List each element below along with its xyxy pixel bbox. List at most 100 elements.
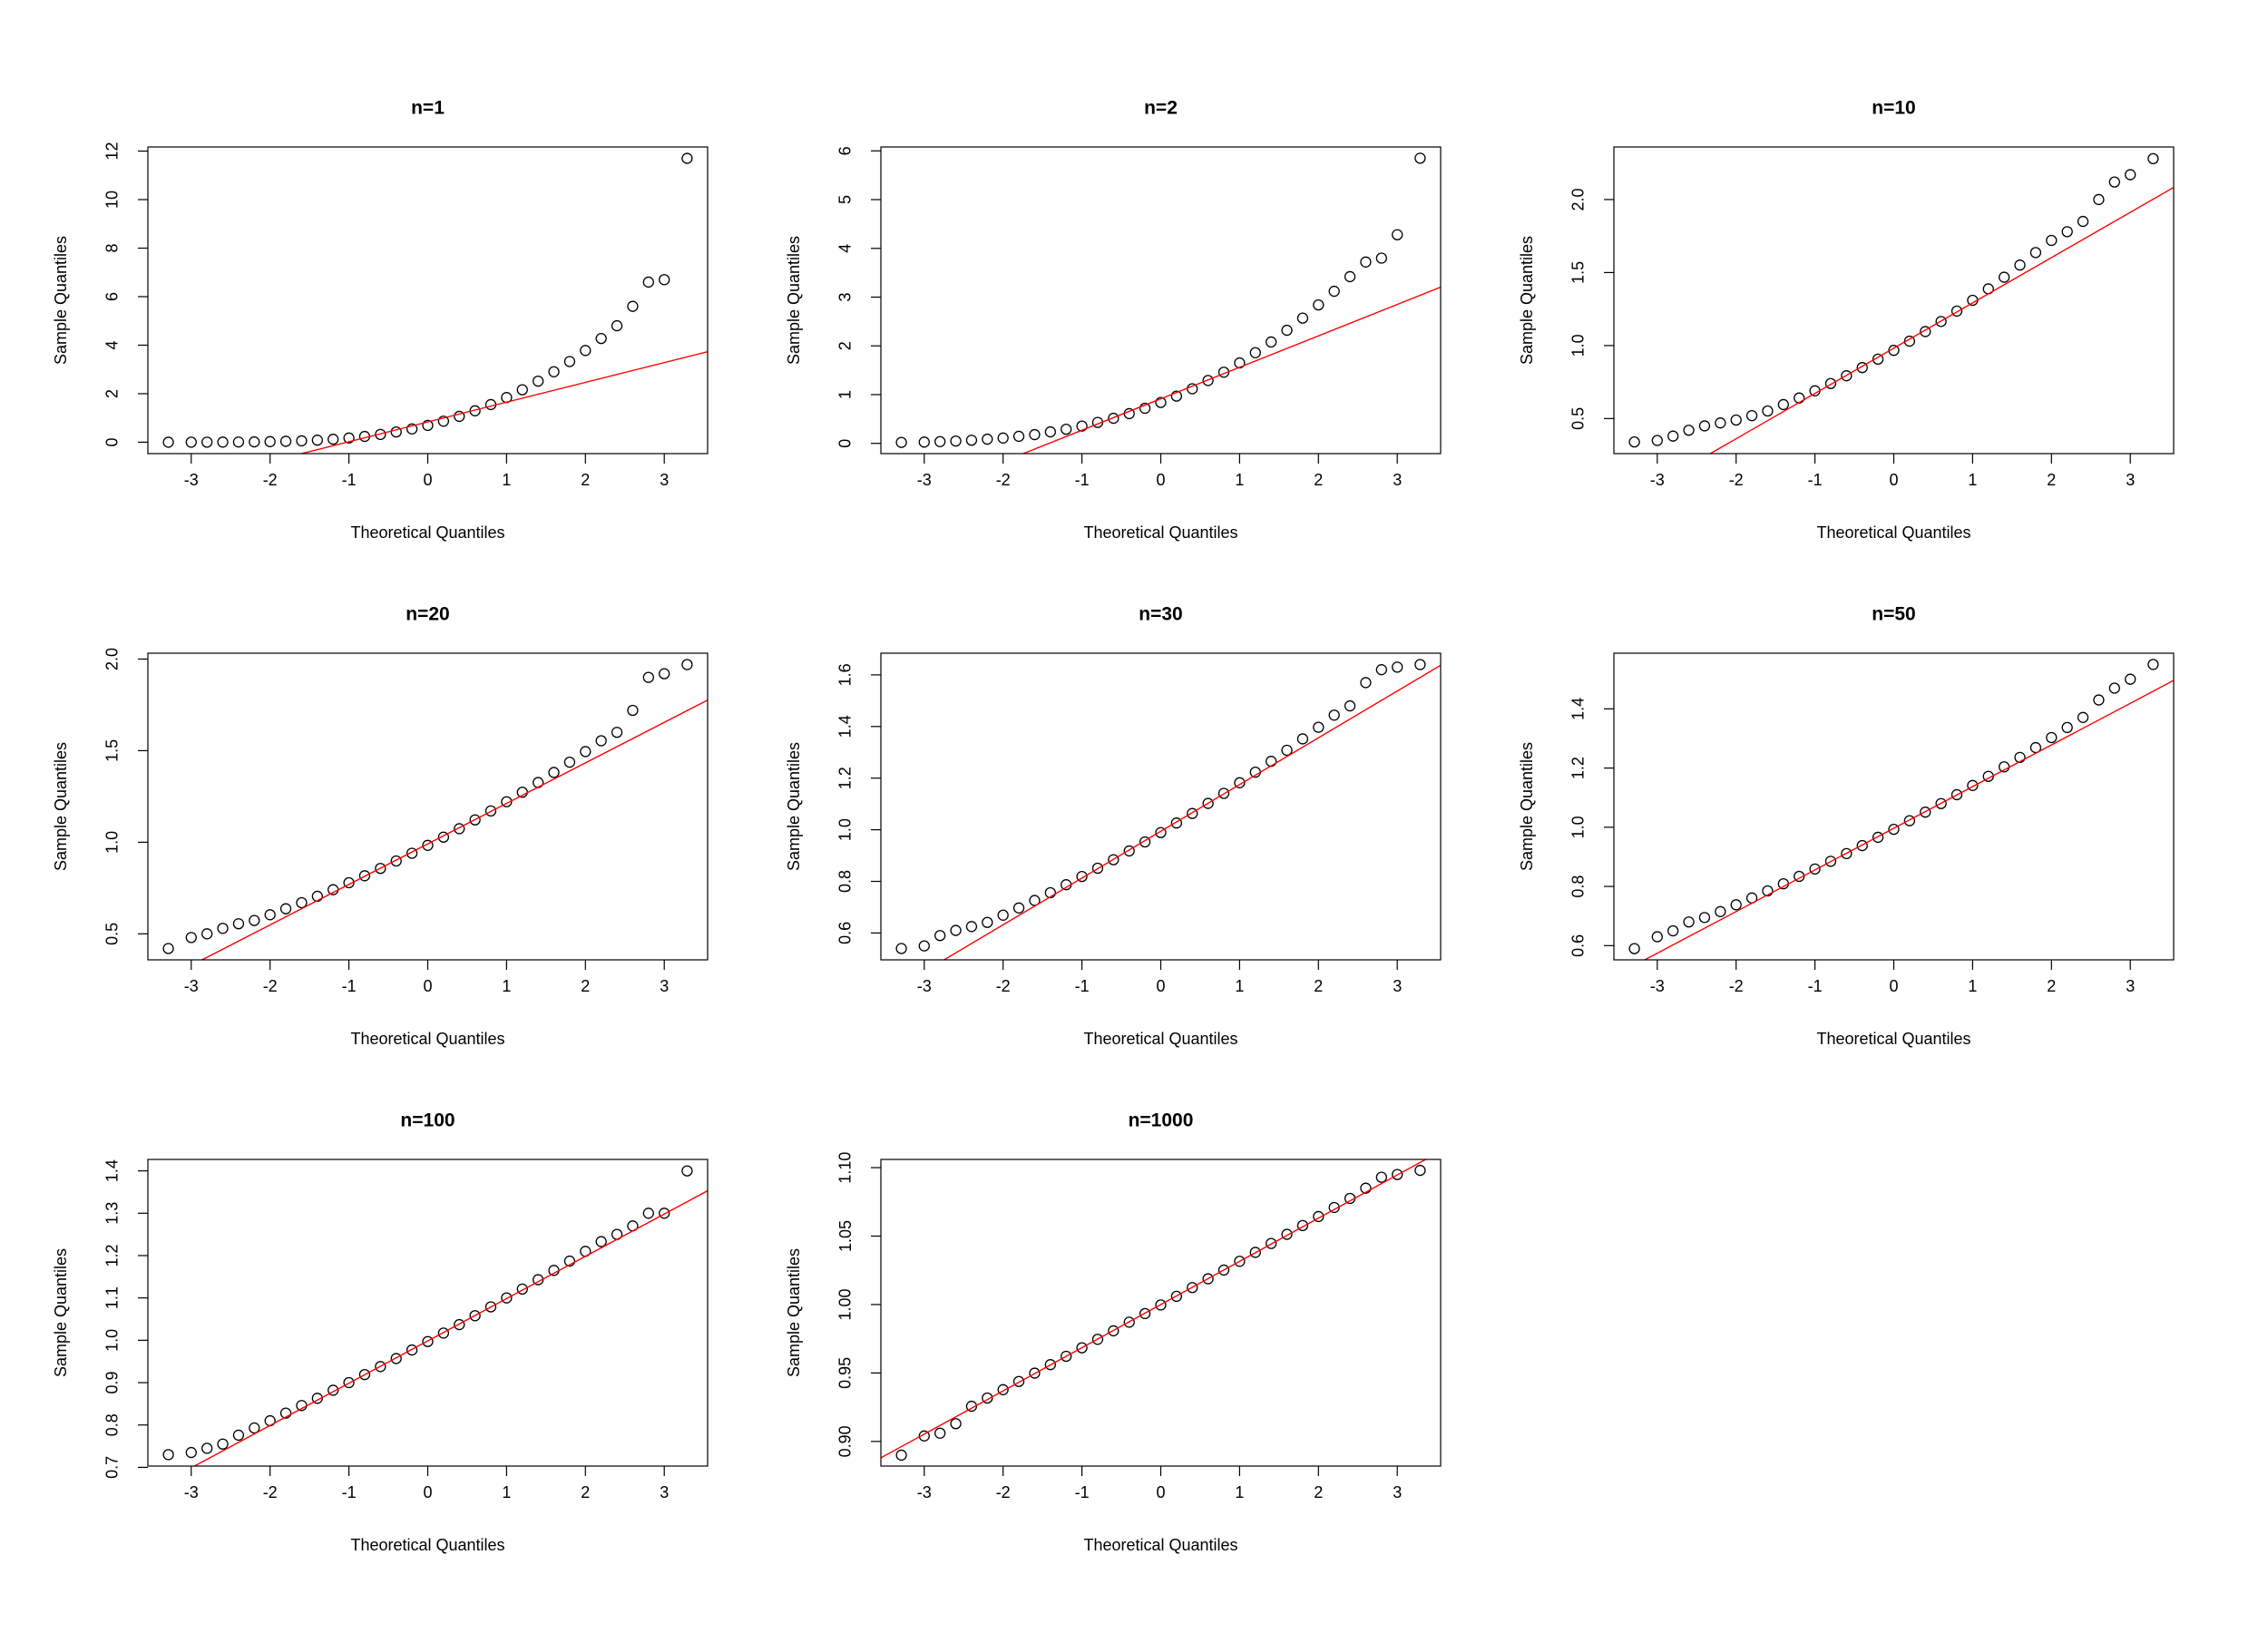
y-tick-label: 2.0	[1569, 188, 1588, 210]
point	[1903, 335, 1916, 347]
point	[1872, 353, 1884, 366]
x-tick-label: 0	[423, 471, 432, 489]
point	[469, 1310, 481, 1322]
point	[659, 1208, 670, 1219]
x-axis-label: Theoretical Quantiles	[1816, 523, 1970, 542]
x-tick-label: 1	[1235, 977, 1244, 995]
x-tick-label: -1	[1808, 977, 1823, 995]
point	[1903, 815, 1916, 826]
point	[1950, 305, 1963, 318]
x-tick-label: 2	[581, 977, 590, 995]
point	[1313, 298, 1325, 311]
point	[934, 1427, 946, 1439]
point	[1249, 1247, 1261, 1258]
panel-title: n=1	[411, 98, 445, 119]
y-tick-label: 12	[103, 142, 122, 161]
y-tick-label: 1.4	[1569, 698, 1588, 720]
y-axis-label: Sample Quantiles	[52, 742, 70, 871]
point	[1249, 347, 1261, 358]
y-tick-label: 1.05	[836, 1220, 855, 1252]
point	[454, 823, 465, 835]
y-tick-label: 1.5	[103, 739, 122, 762]
point	[1667, 430, 1679, 442]
point	[296, 435, 308, 447]
x-tick-label: 3	[1393, 1483, 1402, 1501]
point	[327, 434, 339, 445]
panel-title: n=2	[1144, 98, 1178, 119]
point	[1999, 271, 2010, 283]
point	[950, 435, 962, 447]
x-tick-label: 2	[1314, 1483, 1323, 1501]
y-tick-label: 1.5	[1569, 261, 1588, 284]
panel-title: n=20	[406, 604, 449, 625]
y-tick-label: 0.9	[103, 1372, 122, 1394]
point	[327, 1384, 339, 1396]
point	[918, 1430, 930, 1442]
point	[1108, 854, 1119, 865]
plot-frame	[1613, 146, 2175, 455]
x-tick-label: -3	[1650, 471, 1665, 489]
point	[390, 425, 402, 438]
point	[1281, 324, 1293, 337]
point	[1628, 435, 1640, 448]
point	[563, 356, 576, 367]
reference-line	[1643, 680, 2174, 960]
point	[548, 767, 560, 778]
point	[2125, 673, 2136, 685]
point	[469, 814, 481, 826]
y-tick-label: 3	[836, 292, 855, 301]
point	[2147, 152, 2159, 165]
point	[1888, 823, 1900, 836]
point	[642, 1208, 654, 1219]
point	[264, 909, 276, 921]
point	[611, 319, 623, 332]
point	[2125, 169, 2136, 181]
point	[311, 890, 323, 903]
y-tick-label: 1.2	[103, 1244, 122, 1266]
point	[1683, 916, 1695, 928]
plot-frame	[147, 146, 709, 455]
x-tick-label: 3	[660, 1483, 669, 1501]
point	[1392, 661, 1403, 673]
qq-panel: n=30 Theoretical Quantiles Sample Quantile…	[785, 604, 1442, 1048]
point	[2108, 176, 2120, 188]
x-tick-label: -3	[917, 471, 932, 489]
point	[1328, 285, 1340, 298]
x-tick-label: 0	[423, 1483, 432, 1501]
x-tick-label: 0	[1889, 977, 1898, 995]
x-tick-label: -3	[184, 977, 199, 995]
point	[1170, 390, 1183, 402]
panel-title: n=10	[1872, 98, 1915, 119]
point	[249, 435, 260, 448]
x-axis-label: Theoretical Quantiles	[1816, 1030, 1970, 1048]
reference-line	[881, 1159, 1427, 1459]
x-tick-label: -1	[342, 1483, 357, 1501]
point	[1698, 420, 1711, 432]
point	[548, 366, 560, 377]
point	[1296, 312, 1309, 324]
point	[997, 909, 1009, 921]
point	[1809, 863, 1821, 875]
x-tick-label: -1	[1075, 471, 1090, 489]
point	[375, 1361, 386, 1373]
y-tick-label: 2.0	[103, 648, 122, 670]
point	[1392, 229, 1403, 240]
point	[185, 436, 197, 448]
y-tick-label: 0.5	[1569, 407, 1588, 430]
point	[1091, 862, 1104, 875]
panel-title: n=50	[1872, 604, 1915, 625]
point	[563, 1255, 576, 1267]
point	[2061, 226, 2073, 238]
point	[1091, 1334, 1104, 1345]
point	[454, 1318, 465, 1331]
point	[1762, 405, 1774, 417]
point	[895, 943, 907, 954]
point	[659, 668, 670, 680]
y-tick-label: 1.1	[103, 1286, 122, 1309]
point	[390, 855, 402, 867]
point	[162, 1449, 174, 1461]
point	[343, 876, 355, 889]
point	[1202, 375, 1214, 386]
plot-frame	[880, 652, 1442, 961]
y-tick-label: 1.10	[836, 1152, 855, 1184]
